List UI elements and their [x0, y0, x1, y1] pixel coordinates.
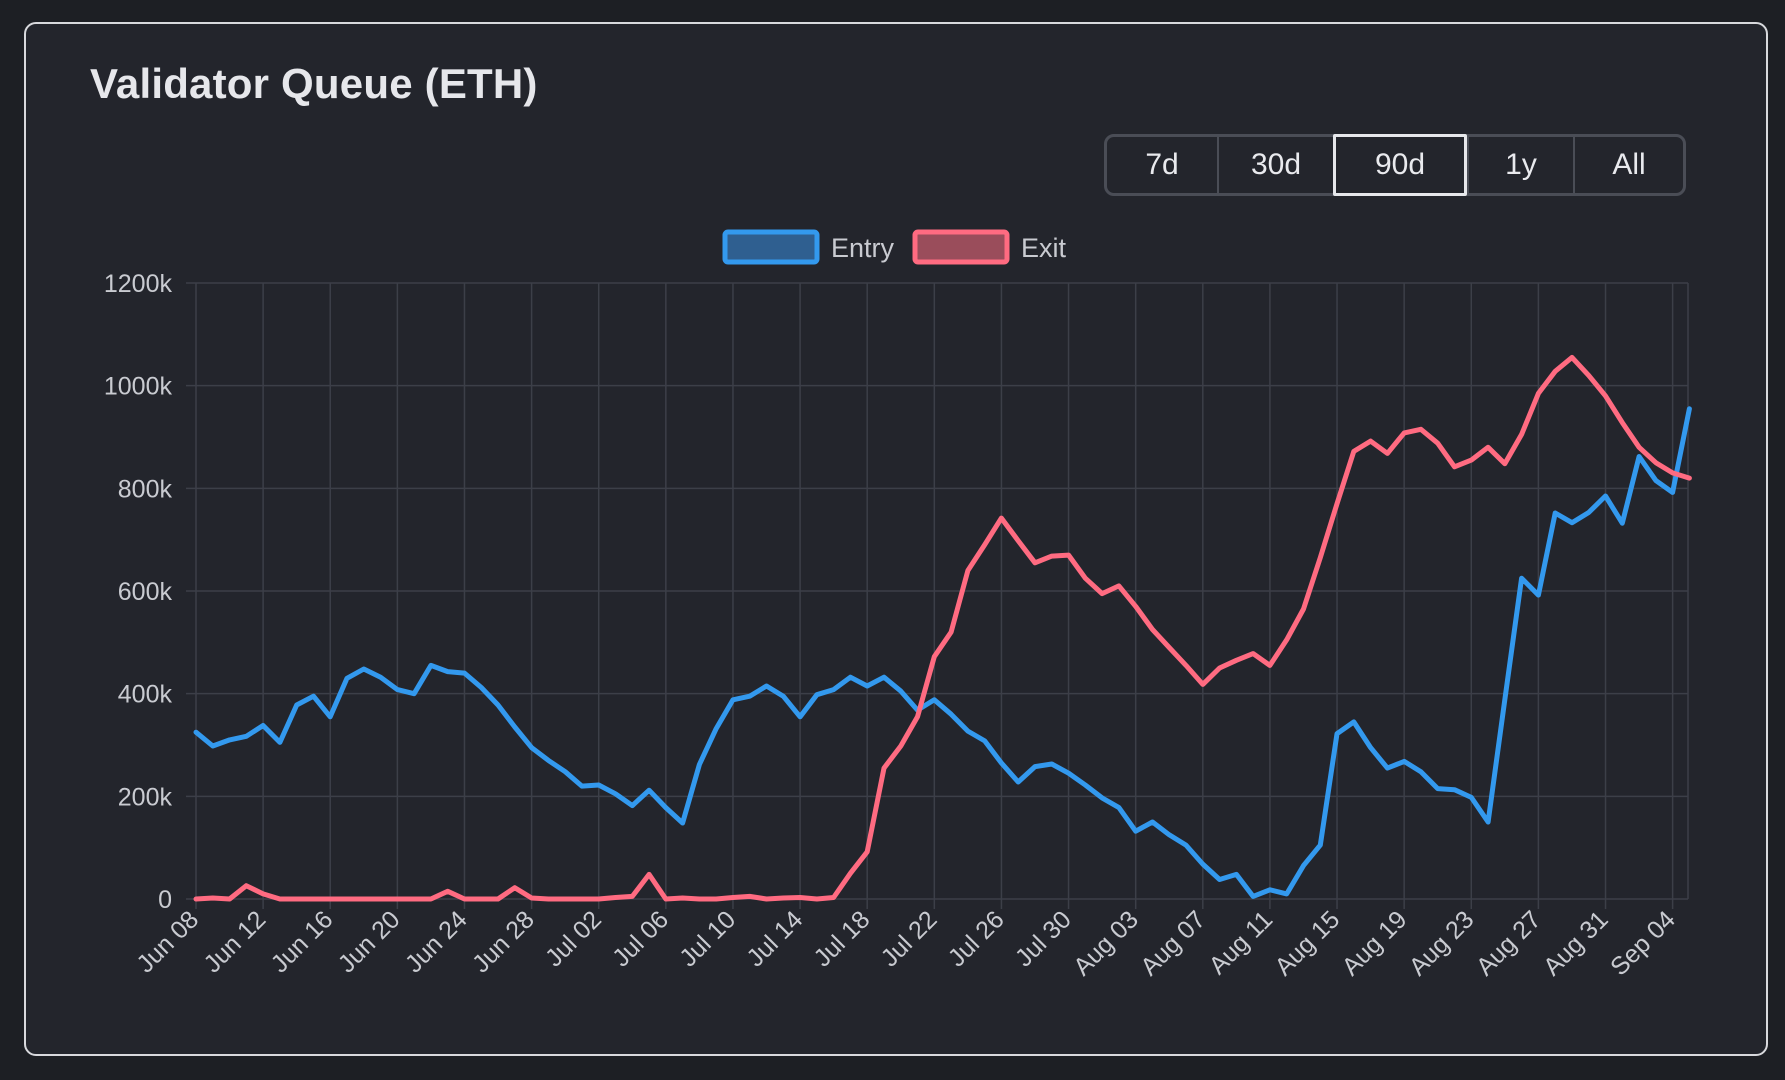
legend-label-exit[interactable]: Exit: [1021, 233, 1067, 263]
x-tick-label: Jun 24: [400, 905, 473, 978]
x-tick-label: Jul 10: [674, 905, 741, 972]
x-tick-label: Jun 20: [333, 905, 406, 978]
x-tick-label: Jul 22: [876, 905, 943, 972]
series-line-exit: [193, 354, 1692, 902]
x-tick-label: Jul 18: [808, 905, 875, 972]
x-tick-label: Jul 26: [943, 905, 1010, 972]
chart-card: Validator Queue (ETH) 7d 30d 90d 1y All: [24, 22, 1768, 1056]
x-tick-label: Jul 02: [540, 905, 607, 972]
legend-label-entry[interactable]: Entry: [831, 233, 895, 263]
x-tick-label: Aug 07: [1135, 905, 1211, 981]
y-tick-label: 0: [158, 886, 172, 914]
x-tick-label: Jul 30: [1010, 905, 1077, 972]
range-button-1y[interactable]: 1y: [1467, 137, 1573, 193]
y-tick-label: 200k: [118, 783, 173, 811]
range-button-7d[interactable]: 7d: [1145, 148, 1179, 181]
y-tick-label: 800k: [118, 475, 173, 503]
series-line-entry: [193, 406, 1692, 899]
x-tick-label: Jun 08: [131, 905, 204, 978]
x-tick-label: Aug 31: [1538, 905, 1614, 981]
x-tick-label: Jun 12: [198, 905, 271, 978]
y-tick-label: 600k: [118, 578, 173, 606]
x-tick-label: Aug 11: [1204, 905, 1279, 980]
chart-title: Validator Queue (ETH): [90, 60, 538, 107]
x-tick-label: Aug 03: [1068, 905, 1144, 981]
x-tick-label: Jun 28: [467, 905, 540, 978]
y-tick-label: 1000k: [104, 373, 173, 401]
x-tick-label: Jul 14: [741, 905, 808, 972]
time-range-selector: 7d 30d 90d 1y All: [1104, 134, 1686, 196]
legend-swatch-exit[interactable]: [912, 229, 1010, 265]
x-tick-label: Aug 19: [1337, 905, 1413, 981]
y-tick-label: 1200k: [104, 270, 173, 298]
range-button-90d[interactable]: 90d: [1333, 134, 1467, 196]
legend-swatch-entry[interactable]: [722, 229, 820, 265]
x-tick-label: Aug 27: [1471, 905, 1547, 981]
x-tick-label: Aug 15: [1269, 905, 1345, 981]
x-tick-label: Sep 04: [1605, 905, 1681, 981]
x-tick-label: Aug 23: [1404, 905, 1480, 981]
x-tick-label: Jun 16: [266, 905, 339, 978]
range-button-30d[interactable]: 30d: [1217, 137, 1333, 193]
range-button-all[interactable]: All: [1573, 137, 1683, 193]
y-tick-label: 400k: [118, 681, 173, 709]
x-tick-label: Jul 06: [607, 905, 674, 972]
